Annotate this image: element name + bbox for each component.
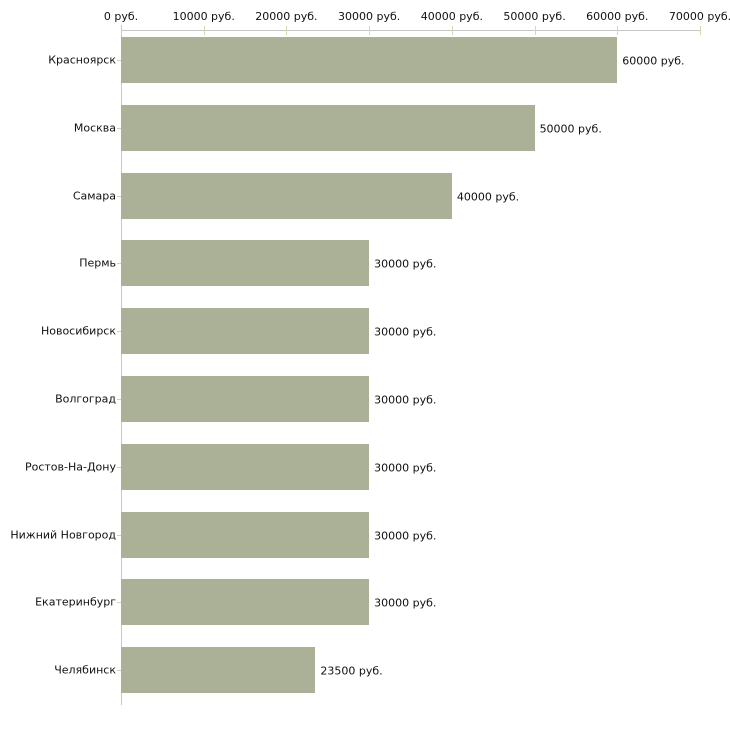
x-axis-tick-label: 10000 руб.: [172, 10, 235, 23]
value-label: 30000 руб.: [374, 325, 437, 339]
value-label: 30000 руб.: [374, 529, 437, 542]
value-label: 30000 руб.: [374, 257, 437, 271]
bar: [121, 375, 370, 422]
bar: [121, 172, 452, 219]
category-tick-mark: [117, 534, 121, 536]
value-label: 50000 руб.: [539, 122, 602, 136]
x-axis-tick-label: 20000 руб.: [255, 10, 318, 23]
category-tick-mark: [117, 602, 121, 604]
x-axis-tick-mark: [617, 26, 619, 35]
x-axis-tick-mark: [203, 26, 205, 35]
value-label: 60000 руб.: [622, 54, 685, 68]
category-label: Волгоград: [55, 392, 116, 406]
x-axis-tick-mark: [369, 26, 371, 35]
value-label: 30000 руб.: [374, 461, 437, 475]
value-label: 30000 руб.: [374, 596, 437, 610]
value-label: 23500 руб.: [320, 664, 383, 678]
category-label: Ростов-На-Дону: [24, 460, 116, 474]
category-label: Пермь: [79, 256, 116, 270]
x-axis-tick-label: 0 руб.: [103, 10, 139, 23]
category-label: Нижний Новгород: [10, 528, 116, 541]
category-label: Екатеринбург: [35, 595, 116, 609]
x-axis-line: [121, 30, 700, 31]
value-label: 40000 руб.: [456, 190, 520, 203]
category-tick-mark: [117, 670, 121, 672]
x-axis-tick-label: 50000 руб.: [503, 10, 566, 23]
category-tick-mark: [117, 466, 121, 468]
category-tick-mark: [117, 331, 121, 333]
x-axis-tick-label: 40000 руб.: [420, 10, 483, 23]
x-axis-tick-mark: [286, 26, 288, 35]
bar: [121, 36, 618, 83]
bar: [121, 240, 370, 287]
category-tick-mark: [117, 127, 121, 129]
bar: [121, 443, 370, 490]
y-axis-line: [121, 25, 122, 705]
category-label: Москва: [73, 121, 116, 135]
bar: [121, 511, 370, 558]
bar: [121, 579, 370, 626]
category-tick-mark: [117, 263, 121, 265]
x-axis-tick-mark: [534, 26, 536, 35]
bar: [121, 308, 370, 355]
category-tick-mark: [117, 195, 121, 197]
category-label: Новосибирск: [40, 324, 116, 338]
bar: [121, 647, 316, 694]
x-axis-tick-label: 60000 руб.: [586, 10, 649, 23]
x-axis-tick-mark: [451, 26, 453, 35]
bar: [121, 104, 535, 151]
x-axis-tick-label: 30000 руб.: [338, 10, 401, 23]
category-label: Красноярск: [48, 53, 116, 67]
value-label: 30000 руб.: [374, 393, 437, 407]
category-tick-mark: [117, 398, 121, 400]
category-tick-mark: [117, 59, 121, 61]
x-axis-tick-mark: [700, 26, 701, 35]
category-label: Челябинск: [54, 663, 116, 677]
category-label: Самара: [72, 189, 116, 202]
x-axis-tick-label: 70000 руб.: [668, 10, 730, 23]
